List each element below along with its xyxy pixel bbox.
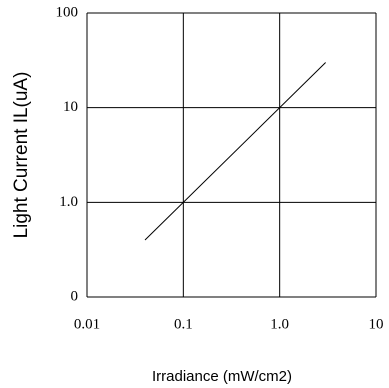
x-tick-label: 0.1 <box>174 316 193 332</box>
y-axis-label: Light Current IL(uA) <box>11 72 32 239</box>
y-tick-label: 10 <box>63 99 78 115</box>
x-tick-label: 0.01 <box>74 316 100 332</box>
y-tick-label: 0 <box>71 288 79 304</box>
data-line <box>144 62 326 241</box>
y-tick-label: 1.0 <box>59 194 78 210</box>
x-axis-label: Irradiance (mW/cm2) <box>152 368 292 385</box>
x-tick-label: 10 <box>369 316 384 332</box>
y-tick-label: 100 <box>56 4 79 20</box>
x-tick-label: 1.0 <box>270 316 289 332</box>
